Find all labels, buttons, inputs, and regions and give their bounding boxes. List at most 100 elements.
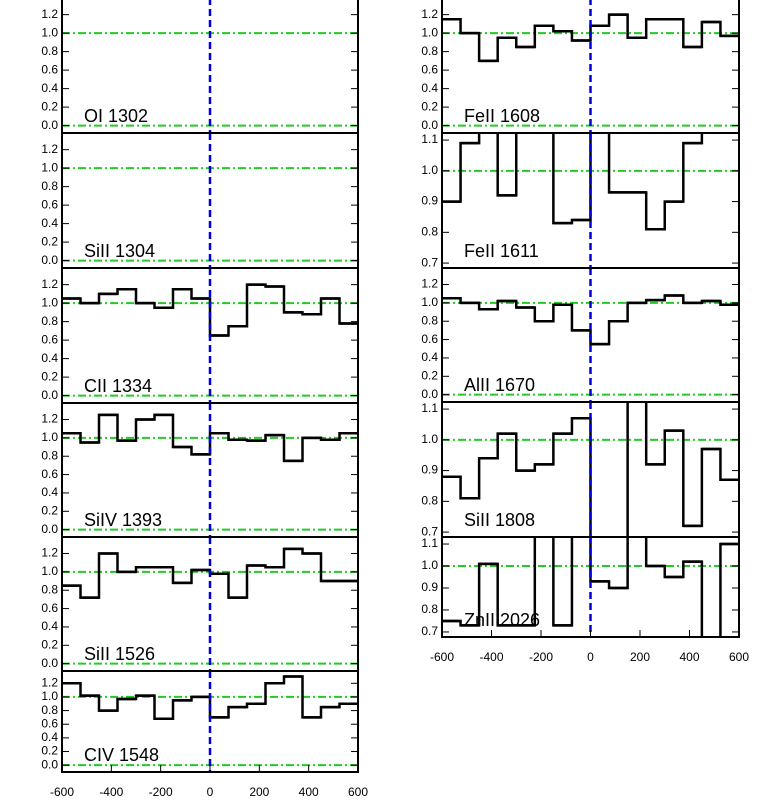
y-tick-label: 0.7: [421, 524, 438, 538]
y-tick-label: 1.1: [421, 536, 438, 550]
y-tick-label: 0.0: [41, 253, 58, 267]
y-tick-label: 0.8: [421, 44, 438, 58]
y-tick-label: 0.4: [421, 81, 438, 95]
y-tick-label: 0.4: [41, 619, 58, 633]
y-tick-label: 0.4: [41, 351, 58, 365]
y-tick-label: 0.0: [41, 656, 58, 670]
x-tick-label: 200: [630, 650, 650, 664]
y-tick-label: 0.4: [41, 485, 58, 499]
panel: [442, 0, 739, 133]
y-tick-label: 0.2: [41, 369, 58, 383]
panel: [62, 403, 358, 537]
y-tick-label: 1.0: [421, 432, 438, 446]
y-tick-label: 0.6: [41, 467, 58, 481]
x-tick-label: -200: [149, 785, 173, 799]
y-tick-label: 0.7: [421, 255, 438, 269]
x-tick-label: -200: [529, 650, 553, 664]
panel: [62, 0, 358, 133]
y-tick-label: 1.2: [421, 277, 438, 291]
y-tick-label: 1.0: [41, 689, 58, 703]
step-outline: [62, 413, 358, 463]
panel-label: ZnII 2026: [464, 610, 540, 630]
y-tick-label: 1.0: [421, 25, 438, 39]
step-outline: [442, 133, 704, 231]
panel: [442, 537, 739, 637]
y-tick-label: 0.8: [41, 314, 58, 328]
y-tick-label: 0.8: [421, 313, 438, 327]
y-tick-label: 0.8: [41, 44, 58, 58]
y-tick-label: 0.6: [41, 601, 58, 615]
y-tick-label: 0.8: [41, 582, 58, 596]
y-tick-label: 1.2: [41, 277, 58, 291]
y-tick-label: 1.1: [421, 401, 438, 415]
y-tick-label: 1.0: [421, 163, 438, 177]
y-tick-label: 0.8: [421, 493, 438, 507]
panel-label: FeII 1608: [464, 106, 540, 126]
y-tick-label: 1.2: [421, 7, 438, 21]
x-tick-label: 400: [679, 650, 699, 664]
panel-label: SiII 1304: [84, 241, 155, 261]
y-tick-label: 1.0: [41, 430, 58, 444]
y-tick-label: 0.2: [41, 99, 58, 113]
panel: [442, 402, 739, 537]
panel: [442, 268, 739, 402]
panel-label: SiII 1808: [464, 510, 535, 530]
y-tick-label: 0.6: [41, 62, 58, 76]
y-tick-label: 0.2: [41, 637, 58, 651]
y-tick-label: 0.4: [41, 81, 58, 95]
panel: [62, 537, 358, 671]
y-tick-label: 0.9: [421, 580, 438, 594]
panel: [62, 133, 358, 268]
y-tick-label: 0.0: [41, 757, 58, 771]
y-tick-label: 0.0: [421, 387, 438, 401]
y-tick-label: 0.0: [41, 522, 58, 536]
y-tick-label: 0.2: [41, 503, 58, 517]
x-tick-label: -600: [430, 650, 454, 664]
y-tick-label: 0.2: [421, 99, 438, 113]
step-outline: [442, 13, 739, 63]
y-tick-label: 0.0: [421, 118, 438, 132]
y-tick-label: 1.2: [41, 675, 58, 689]
x-tick-label: -400: [99, 785, 123, 799]
x-tick-label: 200: [249, 785, 269, 799]
x-tick-label: 0: [207, 785, 214, 799]
y-tick-label: 0.2: [421, 368, 438, 382]
y-tick-label: 0.4: [421, 350, 438, 364]
y-tick-label: 0.8: [421, 224, 438, 238]
y-tick-label: 0.0: [41, 118, 58, 132]
y-tick-label: 0.9: [421, 194, 438, 208]
panel-label: SiIV 1393: [84, 510, 162, 530]
y-tick-label: 0.2: [41, 744, 58, 758]
y-tick-label: 0.4: [41, 730, 58, 744]
y-tick-label: 0.6: [41, 332, 58, 346]
panel-label: FeII 1611: [464, 241, 539, 261]
x-tick-label: 0: [587, 650, 594, 664]
y-tick-label: 0.8: [41, 448, 58, 462]
y-tick-label: 0.6: [41, 716, 58, 730]
y-tick-label: 1.0: [41, 295, 58, 309]
y-tick-label: 1.0: [41, 25, 58, 39]
y-tick-label: 0.8: [41, 179, 58, 193]
y-tick-label: 1.2: [41, 7, 58, 21]
panel-label: AlII 1670: [464, 375, 535, 395]
x-tick-label: 600: [348, 785, 368, 799]
panel-label: OI 1302: [84, 106, 148, 126]
y-tick-label: 0.0: [41, 388, 58, 402]
panel-label: CIV 1548: [84, 745, 159, 765]
x-tick-label: 600: [729, 650, 749, 664]
y-tick-label: 1.2: [41, 412, 58, 426]
y-tick-label: 1.0: [421, 295, 438, 309]
y-tick-label: 0.9: [421, 463, 438, 477]
panel-label: CII 1334: [84, 376, 152, 396]
y-tick-label: 0.4: [41, 216, 58, 230]
x-tick-label: -400: [479, 650, 503, 664]
y-tick-label: 1.0: [41, 160, 58, 174]
y-tick-label: 0.8: [41, 703, 58, 717]
y-tick-label: 0.8: [421, 602, 438, 616]
x-tick-label: 400: [299, 785, 319, 799]
y-tick-label: 0.2: [41, 234, 58, 248]
y-tick-label: 1.2: [41, 142, 58, 156]
panel-label: SiII 1526: [84, 644, 155, 664]
y-tick-label: 1.2: [41, 546, 58, 560]
